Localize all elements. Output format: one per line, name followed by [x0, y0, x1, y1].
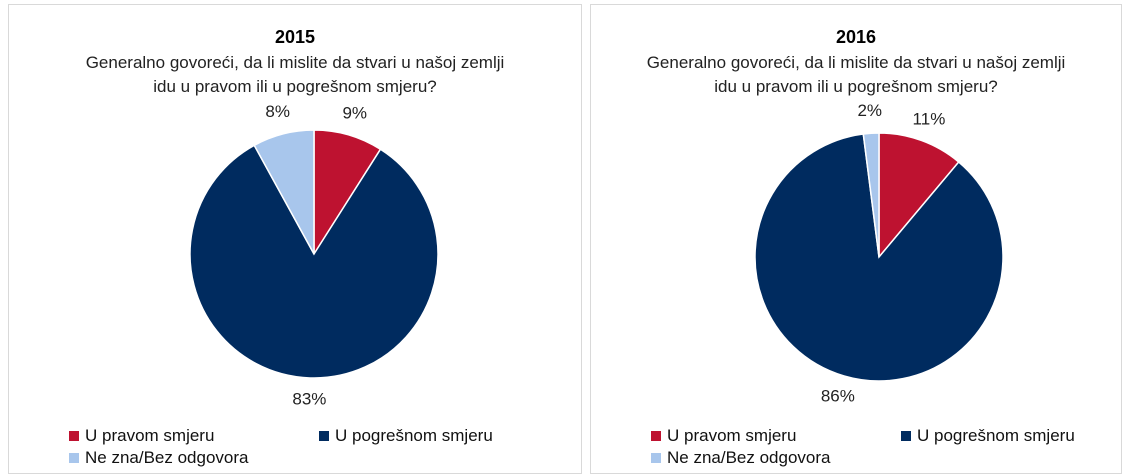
legend-item: Ne zna/Bez odgovora: [69, 448, 319, 470]
legend-label: U pogrešnom smjeru: [917, 426, 1075, 445]
legend-label: U pogrešnom smjeru: [335, 426, 493, 445]
legend-item: Ne zna/Bez odgovora: [651, 448, 901, 470]
data-label: 9%: [342, 103, 367, 122]
pie: 11% 86% 2%: [754, 101, 1004, 406]
chart-title: 2015: [274, 27, 316, 47]
legend-label: Ne zna/Bez odgovora: [85, 448, 249, 467]
pie-slice: [862, 132, 880, 258]
data-label: 11%: [913, 109, 946, 128]
pie-slice: [878, 132, 960, 260]
data-label: 86%: [821, 387, 855, 406]
data-label: 8%: [265, 102, 290, 121]
legend-label: Ne zna/Bez odgovora: [667, 448, 831, 467]
page: 2015 Generalno govoreći, da li mislite da…: [8, 4, 1122, 474]
pie-slice: [754, 133, 1004, 382]
chart-panel: 2016 Generalno govoreći, da li mislite da…: [590, 4, 1122, 474]
legend: U pravom smjeru U pogrešnom smjeru Ne zna/…: [69, 426, 549, 470]
legend-label: U pravom smjeru: [667, 426, 797, 445]
legend-swatch: [651, 431, 661, 441]
chart-subtitle: Generalno govoreći, da li mislite da stv…: [646, 53, 1066, 96]
pie: 9% 83% 8%: [189, 102, 439, 408]
legend-swatch: [319, 431, 329, 441]
data-label: 2%: [857, 101, 882, 120]
legend-swatch: [69, 431, 79, 441]
legend-item: U pogrešnom smjeru: [901, 426, 1121, 448]
legend-swatch: [69, 453, 79, 463]
chart-subtitle: Generalno govoreći, da li mislite da stv…: [85, 53, 505, 96]
legend-swatch: [901, 431, 911, 441]
legend-item: U pogrešnom smjeru: [319, 426, 539, 448]
legend-item: U pravom smjeru: [69, 426, 319, 448]
data-label: 83%: [292, 389, 326, 408]
legend-label: U pravom smjeru: [85, 426, 215, 445]
legend-item: U pravom smjeru: [651, 426, 901, 448]
chart-panel: 2015 Generalno govoreći, da li mislite da…: [8, 4, 582, 474]
legend-swatch: [651, 453, 661, 463]
legend: U pravom smjeru U pogrešnom smjeru Ne zna/…: [651, 426, 1130, 470]
pie-slice: [189, 144, 439, 379]
pie-slice: [253, 129, 315, 255]
chart-title: 2016: [835, 27, 877, 47]
